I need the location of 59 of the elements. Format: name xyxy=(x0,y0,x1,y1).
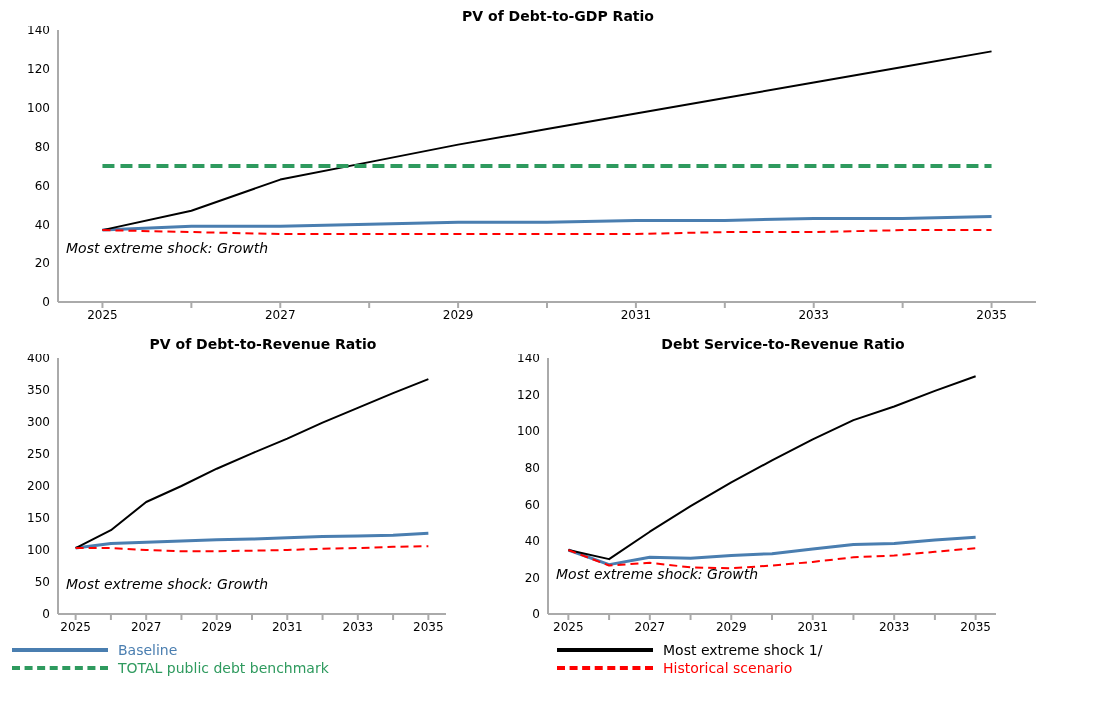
y-tick-label: 40 xyxy=(34,217,50,232)
text: Historical scenario xyxy=(663,660,793,676)
line-series xyxy=(74,378,430,550)
line-series xyxy=(567,375,977,561)
x-tick-label: 2029 xyxy=(201,619,232,634)
chart-title: Debt Service-to-Revenue Ratio xyxy=(661,336,905,352)
x-tick-label: 2025 xyxy=(60,619,91,634)
y-tick-label: 100 xyxy=(517,424,540,439)
y-tick-label: 120 xyxy=(517,387,540,402)
text: Baseline xyxy=(118,642,178,658)
x-tick-label: 2029 xyxy=(716,619,747,634)
y-tick-label: 150 xyxy=(27,511,50,526)
line-series xyxy=(74,531,430,550)
x-tick-label: 2031 xyxy=(272,619,303,634)
y-tick-label: 20 xyxy=(524,570,540,585)
x-tick-label: 2025 xyxy=(87,307,118,322)
x-tick-label: 2027 xyxy=(265,307,296,322)
y-tick-label: 140 xyxy=(517,351,540,366)
chart-title: PV of Debt-to-GDP Ratio xyxy=(462,8,654,24)
x-tick-label: 2033 xyxy=(878,619,910,634)
y-tick-label: 250 xyxy=(27,447,50,462)
y-tick-label: 0 xyxy=(532,607,540,622)
x-tick-label: 2031 xyxy=(797,619,828,634)
y-tick-label: 60 xyxy=(524,497,540,512)
y-tick-label: 50 xyxy=(34,575,50,590)
x-tick-label: 2031 xyxy=(620,307,652,322)
y-tick-label: 200 xyxy=(27,479,50,494)
x-tick-label: 2027 xyxy=(130,619,162,634)
y-tick-label: 100 xyxy=(27,543,50,558)
y-tick-label: 80 xyxy=(524,460,540,475)
annotation: Most extreme shock: Growth xyxy=(556,566,759,582)
x-tick-label: 2035 xyxy=(413,619,444,634)
x-tick-label: 2035 xyxy=(976,307,1007,322)
y-tick-label: 60 xyxy=(34,178,50,193)
y-tick-label: 20 xyxy=(34,256,50,271)
annotation: Most extreme shock: Growth xyxy=(66,576,269,592)
y-tick-label: 0 xyxy=(42,607,50,622)
y-tick-label: 350 xyxy=(27,383,50,398)
y-tick-label: 300 xyxy=(27,415,50,430)
y-tick-label: 120 xyxy=(27,62,50,77)
x-tick-label: 2025 xyxy=(553,619,584,634)
y-tick-label: 100 xyxy=(27,100,50,115)
y-tick-label: 40 xyxy=(524,534,540,549)
y-tick-label: 80 xyxy=(34,139,50,154)
annotation: Most extreme shock: Growth xyxy=(66,240,269,256)
text: TOTAL public debt benchmark xyxy=(118,660,329,676)
chart-title: PV of Debt-to-Revenue Ratio xyxy=(149,336,377,352)
x-tick-label: 2033 xyxy=(798,307,829,322)
x-tick-label: 2027 xyxy=(634,619,666,634)
x-tick-label: 2029 xyxy=(442,307,474,322)
line-series xyxy=(567,547,977,570)
text: Most extreme shock 1/ xyxy=(663,642,823,658)
y-tick-label: 0 xyxy=(42,295,50,310)
y-tick-label: 140 xyxy=(27,23,50,38)
x-tick-label: 2035 xyxy=(960,619,991,634)
line-series xyxy=(566,535,978,567)
y-tick-label: 400 xyxy=(27,351,50,366)
x-tick-label: 2033 xyxy=(342,619,374,634)
line-series xyxy=(100,215,994,232)
